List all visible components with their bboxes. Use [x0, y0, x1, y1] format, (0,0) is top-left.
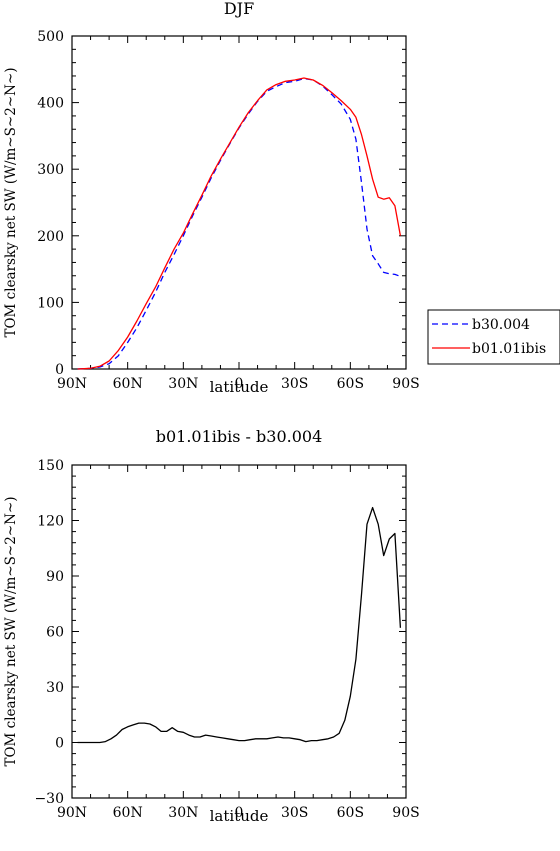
y-tick-label: 120: [37, 514, 64, 530]
legend-label: b30.004: [472, 317, 530, 333]
x-tick-label: 90N: [57, 805, 87, 821]
series-line-b01-01ibis: [77, 77, 402, 370]
x-tick-label: 60N: [113, 376, 143, 392]
chart-title: b01.01ibis - b30.004: [156, 427, 323, 446]
y-tick-label: 30: [46, 680, 64, 696]
y-tick-label: 0: [55, 736, 64, 752]
chart-title: DJF: [224, 0, 254, 18]
y-axis-label: TOM clearsky net SW (W/m~S~2~N~): [3, 496, 19, 766]
x-tick-label: 60S: [337, 376, 364, 392]
y-tick-label: 400: [37, 96, 64, 112]
y-tick-label: 500: [37, 29, 64, 45]
y-tick-label: −30: [34, 791, 64, 807]
legend-label: b01.01ibis: [472, 341, 546, 357]
series-line-difference: [77, 506, 402, 744]
x-tick-label: 90N: [57, 376, 87, 392]
x-tick-label: 30N: [168, 376, 198, 392]
plot-frame: [71, 464, 407, 799]
x-tick-label: 90S: [392, 805, 419, 821]
y-axis-label: TOM clearsky net SW (W/m~S~2~N~): [3, 67, 19, 337]
y-tick-label: 60: [46, 625, 64, 641]
y-tick-label: 100: [37, 295, 64, 311]
x-tick-label: 30S: [281, 376, 308, 392]
x-tick-label: 0: [235, 805, 244, 821]
y-tick-label: 90: [46, 569, 64, 585]
plot-frame: [71, 35, 407, 370]
x-tick-label: 60N: [113, 805, 143, 821]
x-tick-label: 90S: [392, 376, 419, 392]
x-tick-label: 60S: [337, 805, 364, 821]
x-axis-label: latitude: [210, 807, 269, 825]
x-tick-label: 30N: [168, 805, 198, 821]
y-tick-label: 150: [37, 458, 64, 474]
x-tick-label: 0: [235, 376, 244, 392]
y-tick-label: 300: [37, 162, 64, 178]
series-line-b30-004: [77, 77, 401, 370]
x-axis-label: latitude: [210, 378, 269, 396]
y-tick-label: 200: [37, 229, 64, 245]
legend-box: [427, 309, 560, 365]
x-tick-label: 30S: [281, 805, 308, 821]
y-tick-label: 0: [55, 362, 64, 378]
